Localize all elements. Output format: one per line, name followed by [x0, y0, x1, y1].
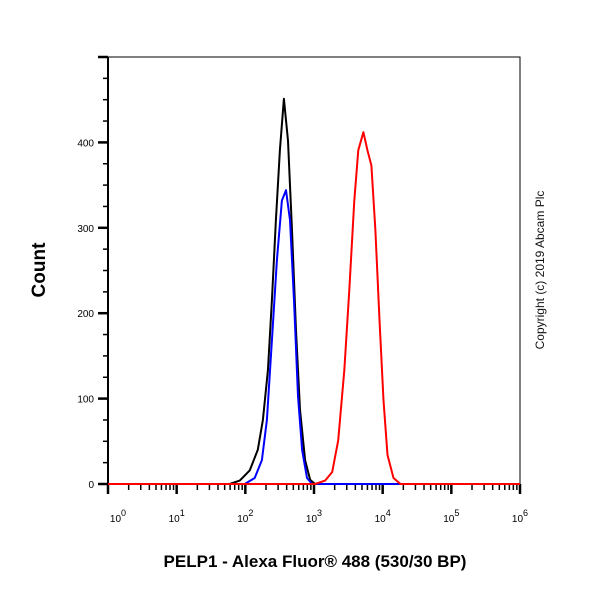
x-tick-exponent: 5	[454, 508, 459, 518]
x-tick-label: 104	[375, 508, 391, 525]
x-tick-label: 103	[306, 508, 322, 525]
y-tick-label: 100	[77, 395, 94, 406]
x-tick-exponent: 6	[523, 508, 528, 518]
x-tick-base: 10	[237, 514, 249, 525]
x-tick-base: 10	[512, 514, 524, 525]
histogram-series-2	[108, 189, 520, 485]
x-tick-base: 10	[306, 514, 318, 525]
x-tick-exponent: 1	[180, 508, 185, 518]
x-tick-exponent: 3	[317, 508, 322, 518]
plot-frame	[107, 56, 521, 485]
x-tick-base: 10	[110, 514, 122, 525]
x-tick-exponent: 2	[248, 508, 253, 518]
y-tick-label: 300	[77, 224, 94, 235]
x-tick-exponent: 0	[121, 508, 126, 518]
y-tick-label: 400	[77, 138, 94, 149]
copyright-annotation: Copyright (c) 2019 Abcam Plc	[533, 190, 547, 350]
x-tick-label: 105	[443, 508, 459, 525]
x-tick-exponent: 4	[386, 508, 391, 518]
x-tick-label: 106	[512, 508, 528, 525]
y-tick-label: 0	[88, 480, 94, 491]
y-tick-label: 200	[77, 309, 94, 320]
x-tick-base: 10	[443, 514, 455, 525]
x-axis-label: PELP1 - Alexa Fluor® 488 (530/30 BP)	[163, 552, 467, 571]
x-tick-base: 10	[169, 514, 181, 525]
x-tick-label: 102	[237, 508, 253, 525]
x-tick-base: 10	[375, 514, 387, 525]
histogram-series-3	[108, 131, 520, 485]
x-tick-label: 101	[169, 508, 185, 525]
y-axis-label: Count	[29, 242, 50, 298]
x-tick-label: 100	[110, 508, 126, 525]
histogram-series-1	[108, 97, 520, 485]
